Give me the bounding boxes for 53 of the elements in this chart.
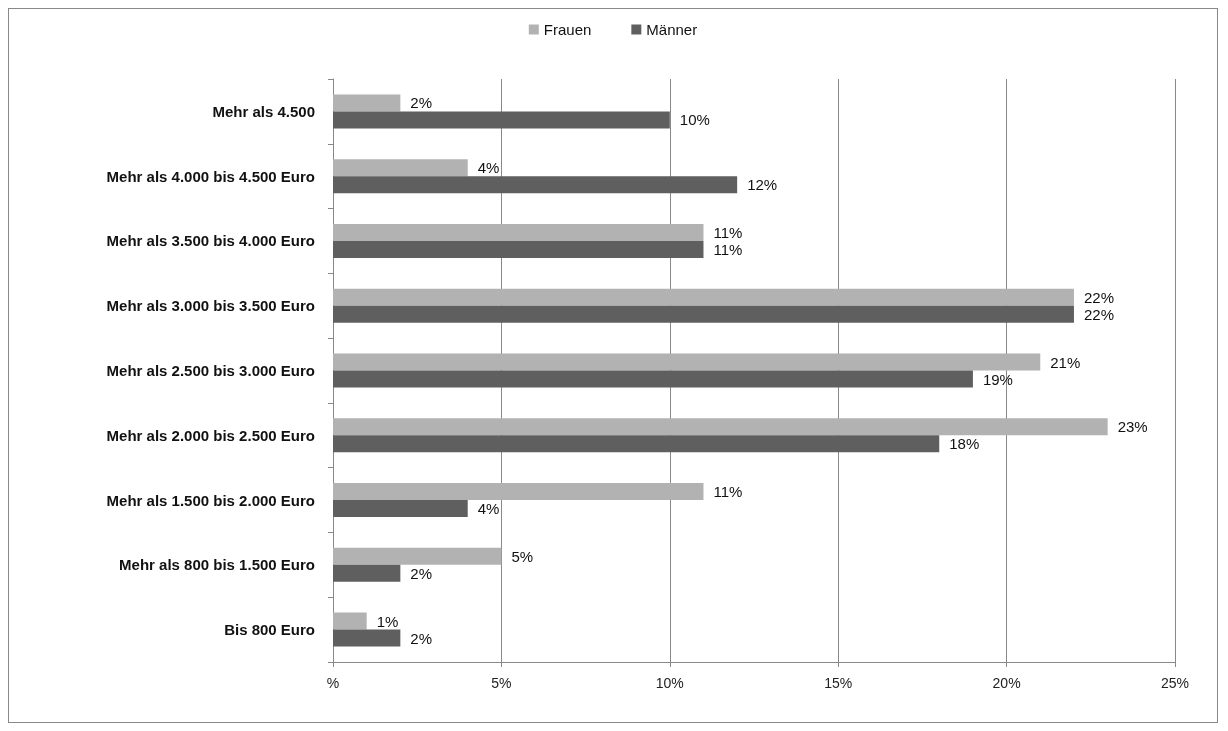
bar xyxy=(333,564,401,582)
bar xyxy=(333,612,367,630)
bar xyxy=(333,94,401,112)
bar xyxy=(333,500,468,518)
bar xyxy=(333,111,670,129)
y-tick-label: Mehr als 3.000 bis 3.500 Euro xyxy=(106,297,315,315)
y-tick-label: Mehr als 800 bis 1.500 Euro xyxy=(119,556,315,574)
y-tick-label: Mehr als 1.500 bis 2.000 Euro xyxy=(106,491,315,509)
legend-label: Frauen xyxy=(543,21,592,38)
legend-label: Männer xyxy=(646,21,698,38)
bar xyxy=(333,176,738,194)
bar xyxy=(333,629,401,647)
x-tick-label: % xyxy=(326,675,340,691)
data-label: 4% xyxy=(477,500,500,518)
bar xyxy=(333,547,502,565)
data-label: 22% xyxy=(1083,305,1114,323)
data-label: 11% xyxy=(713,483,743,501)
x-tick-label: 5% xyxy=(491,675,512,691)
data-label: 11% xyxy=(713,223,743,241)
bar xyxy=(333,435,940,453)
y-tick-label: Mehr als 4.500 xyxy=(212,102,315,120)
bar xyxy=(333,370,973,388)
x-tick-label: 15% xyxy=(824,675,853,691)
y-tick-label: Bis 800 Euro xyxy=(224,621,315,639)
data-label: 18% xyxy=(949,435,980,453)
x-tick-label: 20% xyxy=(992,675,1021,691)
bar xyxy=(333,353,1041,371)
data-label: 2% xyxy=(410,629,433,647)
data-label: 1% xyxy=(376,612,399,630)
data-label: 10% xyxy=(679,111,710,129)
x-tick-label: 25% xyxy=(1160,675,1190,691)
bar xyxy=(333,223,704,241)
data-label: 11% xyxy=(713,240,743,258)
y-tick-label: Mehr als 4.000 bis 4.500 Euro xyxy=(106,167,315,185)
bar xyxy=(333,483,704,501)
bar xyxy=(333,159,468,177)
data-label: 22% xyxy=(1083,288,1114,306)
data-label: 19% xyxy=(982,370,1013,388)
x-tick-label: 10% xyxy=(655,675,684,691)
y-tick-label: Mehr als 2.000 bis 2.500 Euro xyxy=(106,426,315,444)
y-tick-label: Mehr als 3.500 bis 4.000 Euro xyxy=(106,232,315,250)
data-label: 21% xyxy=(1050,353,1081,371)
bar xyxy=(333,305,1074,323)
data-label: 12% xyxy=(747,176,778,194)
data-label: 2% xyxy=(410,564,433,582)
data-label: 2% xyxy=(410,94,433,112)
data-label: 5% xyxy=(511,547,534,565)
data-label: 23% xyxy=(1117,418,1148,436)
y-tick-label: Mehr als 2.500 bis 3.000 Euro xyxy=(106,362,315,379)
bar xyxy=(333,418,1108,436)
data-label: 4% xyxy=(477,159,500,177)
bar xyxy=(333,240,704,258)
bar xyxy=(333,288,1074,306)
